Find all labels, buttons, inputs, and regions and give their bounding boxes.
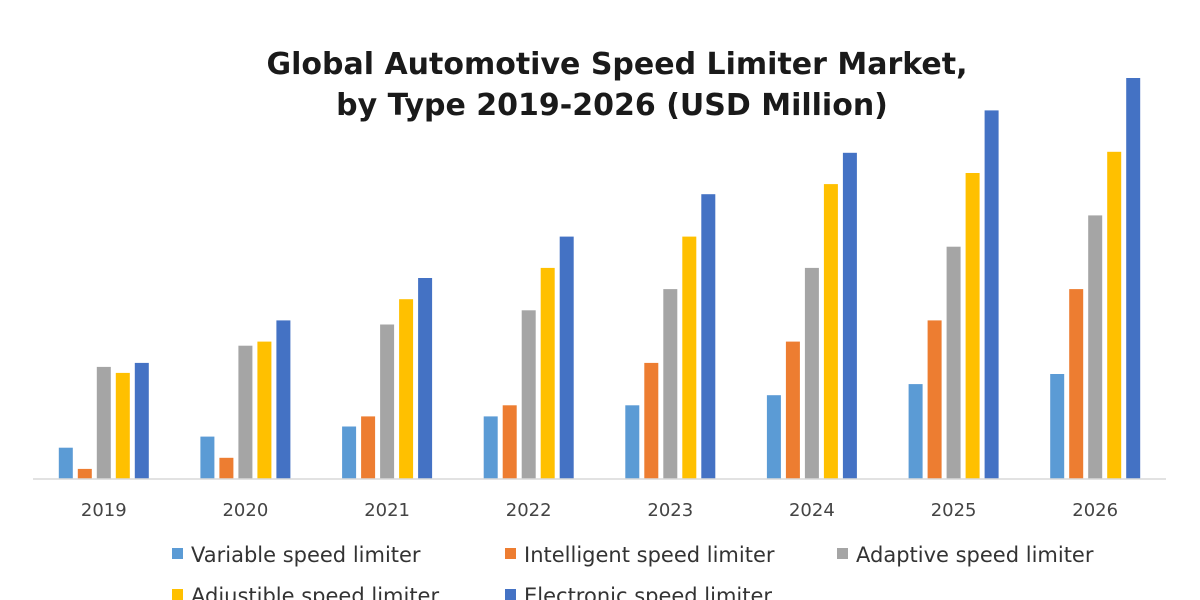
bar-adaptive-speed-limiter-2026 [1088,215,1103,479]
bar-adjustible-speed-limiter-2021 [399,299,414,479]
bar-variable-speed-limiter-2023 [625,405,640,479]
bar-intelligent-speed-limiter-2026 [1069,289,1084,479]
bar-adaptive-speed-limiter-2025 [946,246,961,479]
bar-intelligent-speed-limiter-2019 [77,468,92,479]
legend-swatch-intelligent-speed-limiter [505,548,516,559]
bar-adjustible-speed-limiter-2025 [965,173,980,479]
bar-variable-speed-limiter-2026 [1050,374,1065,479]
chart-title-line-2: by Type 2019-2026 (USD Million) [336,88,888,123]
bar-electronic-speed-limiter-2024 [842,152,857,480]
bar-electronic-speed-limiter-2026 [1126,78,1141,479]
bar-variable-speed-limiter-2020 [200,436,215,479]
legend-swatch-variable-speed-limiter [172,548,183,559]
legend-swatch-adaptive-speed-limiter [837,548,848,559]
legend-label-adaptive-speed-limiter: Adaptive speed limiter [856,543,1094,567]
bar-adjustible-speed-limiter-2022 [540,267,555,479]
bar-adaptive-speed-limiter-2019 [96,366,111,479]
bar-intelligent-speed-limiter-2022 [502,405,517,479]
bar-electronic-speed-limiter-2019 [134,362,149,479]
bar-adjustible-speed-limiter-2020 [257,341,272,479]
legend-label-electronic-speed-limiter: Electronic speed limiter [524,584,772,600]
legend-label-intelligent-speed-limiter: Intelligent speed limiter [524,543,775,567]
bar-electronic-speed-limiter-2021 [418,278,433,479]
bar-adjustible-speed-limiter-2024 [823,184,838,479]
x-tick-label-2024: 2024 [789,500,835,521]
bar-variable-speed-limiter-2024 [766,395,781,479]
bar-variable-speed-limiter-2022 [483,416,498,479]
bar-variable-speed-limiter-2021 [342,426,357,479]
x-tick-label-2026: 2026 [1072,500,1118,521]
bar-electronic-speed-limiter-2022 [559,236,574,479]
x-tick-labels: 2019 2020 2021 2022 2023 2024 2025 2026 [81,500,1118,521]
x-tick-label-2023: 2023 [647,500,693,521]
bars-group [58,78,1141,480]
x-tick-label-2025: 2025 [931,500,977,521]
bar-intelligent-speed-limiter-2025 [927,320,942,479]
chart-title-line-1: Global Automotive Speed Limiter Market, [266,47,967,82]
legend-label-variable-speed-limiter: Variable speed limiter [191,543,421,567]
bar-variable-speed-limiter-2025 [908,384,923,479]
x-tick-label-2022: 2022 [506,500,552,521]
bar-intelligent-speed-limiter-2023 [644,362,659,479]
legend-swatch-adjustible-speed-limiter [172,589,183,600]
bar-adaptive-speed-limiter-2023 [663,289,678,479]
legend-swatch-electronic-speed-limiter [505,589,516,600]
bar-electronic-speed-limiter-2025 [984,110,999,480]
bar-adaptive-speed-limiter-2022 [521,310,536,479]
bar-adjustible-speed-limiter-2019 [115,372,130,479]
x-tick-label-2021: 2021 [364,500,410,521]
bar-electronic-speed-limiter-2023 [701,194,716,479]
bar-variable-speed-limiter-2019 [58,447,73,479]
bar-adaptive-speed-limiter-2024 [804,267,819,479]
bar-adjustible-speed-limiter-2023 [682,236,697,479]
x-tick-label-2019: 2019 [81,500,127,521]
x-tick-label-2020: 2020 [222,500,268,521]
bar-electronic-speed-limiter-2020 [276,320,291,479]
bar-adaptive-speed-limiter-2021 [380,324,395,479]
bar-intelligent-speed-limiter-2020 [219,457,234,479]
bar-intelligent-speed-limiter-2024 [785,341,800,479]
bar-adaptive-speed-limiter-2020 [238,345,253,479]
legend-label-adjustible-speed-limiter: Adjustible speed limiter [191,584,439,600]
bar-intelligent-speed-limiter-2021 [361,416,376,479]
bar-adjustible-speed-limiter-2026 [1107,151,1122,480]
legend: Variable speed limiter Intelligent speed … [172,543,1094,600]
